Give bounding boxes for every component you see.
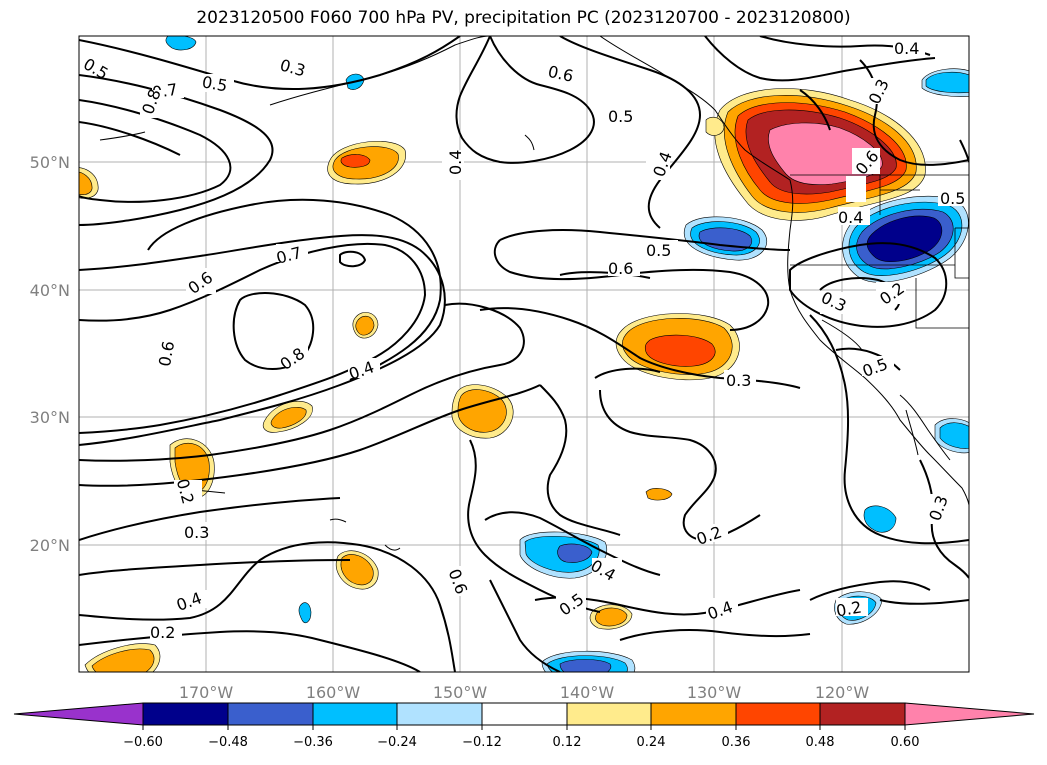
colorbar-tick-label: −0.48 [208,735,248,750]
lon-tick-label: 120°W [815,683,870,702]
colorbar-tick-label: 0.24 [637,735,666,750]
contour-label: 0.6 [608,259,633,278]
contour-label: 0.5 [201,72,229,95]
contour-label: 0.6 [155,340,178,368]
contour-label: 0.2 [835,597,863,620]
lon-tick-label: 170°W [179,683,234,702]
lat-tick-label: 40°N [30,281,70,300]
colorbar-tick-label: 0.60 [891,735,920,750]
colorbar-segment [142,702,229,726]
lon-tick-label: 150°W [433,683,488,702]
lon-tick-label: 160°W [306,683,361,702]
colorbar-tick-label: −0.24 [377,735,417,750]
precip-fills [79,36,969,672]
colorbar-ticks [142,725,906,730]
lat-axis: 50°N 40°N 30°N 20°N [30,153,70,555]
colorbar-tick-label: −0.60 [123,735,163,750]
colorbar-segment [735,702,821,726]
colorbar-segment [481,702,568,726]
colorbar [13,702,1035,726]
colorbar-tick-label: 0.12 [553,735,582,750]
contour-label: 0.4 [838,208,863,227]
lat-tick-label: 30°N [30,408,70,427]
lat-tick-label: 20°N [30,536,70,555]
figure-title: 2023120500 F060 700 hPa PV, precipitatio… [196,8,851,28]
contour-label: 0.5 [608,107,633,126]
contour-label: 0.4 [446,150,465,175]
contour-label: 0.3 [184,523,209,542]
colorbar-segment [819,702,906,726]
contour-label: 0.2 [150,623,175,642]
lon-tick-label: 140°W [560,683,615,702]
colorbar-segment [650,702,737,726]
colorbar-tick-label: 0.48 [806,735,835,750]
map-plot-area: 0.4 0.3 0.6 0.7 0.5 0.8 0.3 0.5 0.4 0.6 … [79,36,969,672]
colorbar-segment [312,702,398,726]
contour-label: 0.4 [894,39,919,58]
lon-axis: 170°W 160°W 150°W 140°W 130°W 120°W [179,683,870,702]
colorbar-max-extension [904,702,1035,726]
political-borders [790,174,969,329]
colorbar-min-extension [13,702,144,726]
contour-label: 0.6 [546,62,575,86]
lon-tick-label: 130°W [687,683,742,702]
colorbar-tick-label: −0.12 [462,735,502,750]
contour-label: 0.3 [726,371,751,390]
colorbar-segment [566,702,652,726]
contour-labels: 0.4 0.3 0.6 0.7 0.5 0.8 0.3 0.5 0.4 0.6 … [80,38,969,642]
map-frame [78,35,970,673]
colorbar-tick-label: 0.36 [722,735,751,750]
colorbar-tick-label: −0.36 [293,735,333,750]
colorbar-segment [227,702,314,726]
contour-label: 0.5 [646,241,671,260]
colorbar-segment [396,702,483,726]
colorbar-labels: −0.60 −0.48 −0.36 −0.24 −0.12 0.12 0.24 … [123,735,919,750]
lat-tick-label: 50°N [30,153,70,172]
contour-label: 0.5 [940,189,965,208]
